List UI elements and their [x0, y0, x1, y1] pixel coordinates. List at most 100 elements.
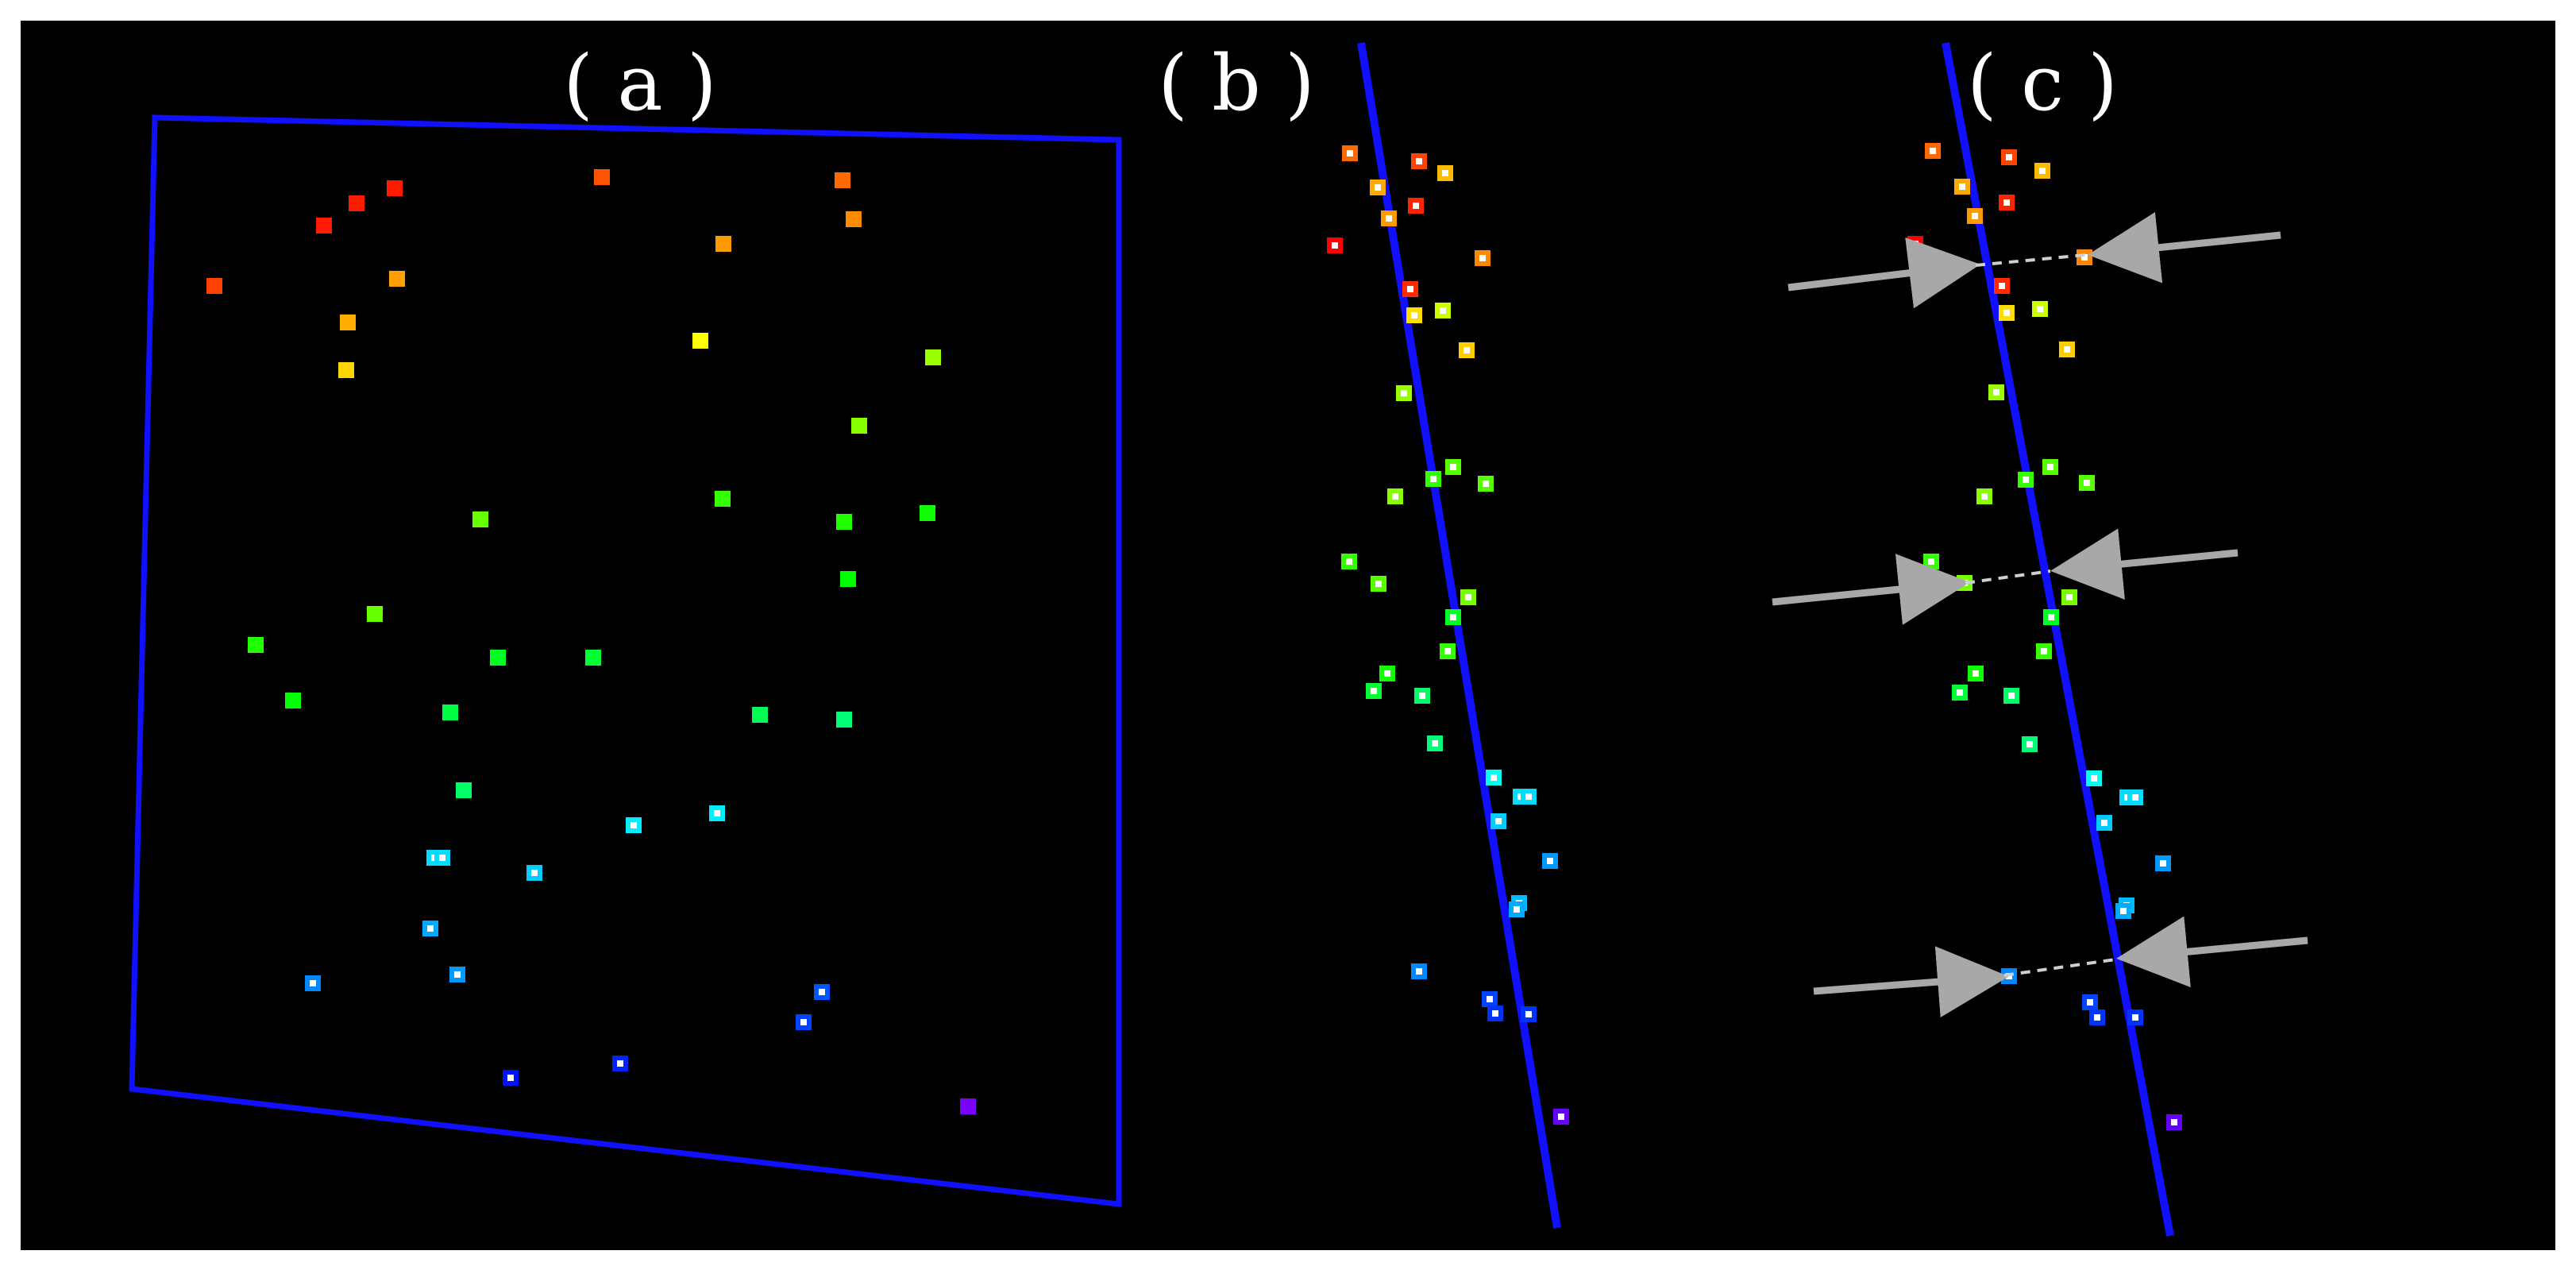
- square-marker-icon: [836, 712, 852, 728]
- square-marker-icon: [2132, 794, 2138, 801]
- dark-background: [21, 21, 2555, 1250]
- panel-label-c: ( c ): [1967, 39, 2118, 128]
- square-marker-icon: [752, 707, 768, 723]
- square-marker-icon: [338, 362, 354, 378]
- square-marker-icon: [960, 1098, 976, 1114]
- square-marker-icon: [1347, 150, 1353, 156]
- square-marker-icon: [1375, 581, 1382, 587]
- square-marker-icon: [2081, 254, 2088, 261]
- square-marker-icon: [1514, 906, 1520, 913]
- square-marker-icon: [2084, 480, 2090, 486]
- square-marker-icon: [2041, 648, 2047, 654]
- square-marker-icon: [1999, 283, 2005, 289]
- square-marker-icon: [1928, 558, 1934, 565]
- square-marker-icon: [2039, 168, 2046, 174]
- square-marker-icon: [2006, 154, 2012, 160]
- square-marker-icon: [2120, 908, 2127, 914]
- square-marker-icon: [617, 1060, 623, 1067]
- square-marker-icon: [340, 315, 356, 330]
- square-marker-icon: [1525, 793, 1532, 800]
- square-marker-icon: [1912, 241, 1919, 247]
- dashed-link: [1965, 569, 2051, 585]
- dashed-link: [2003, 958, 2116, 977]
- square-marker-icon: [490, 650, 506, 666]
- panel-label-b: ( b ): [1158, 39, 1314, 128]
- residual-arrows: [1772, 211, 2308, 1018]
- panel-b-points: [1327, 145, 1569, 1125]
- arrow-icon: [1787, 237, 1980, 309]
- square-marker-icon: [454, 971, 461, 978]
- square-marker-icon: [1930, 148, 1936, 154]
- panel-a-points: [206, 169, 976, 1114]
- square-marker-icon: [1346, 558, 1352, 565]
- square-marker-icon: [925, 349, 941, 365]
- square-marker-icon: [1413, 203, 1419, 209]
- square-marker-icon: [2026, 741, 2033, 747]
- square-marker-icon: [387, 180, 403, 196]
- square-marker-icon: [439, 855, 445, 861]
- square-marker-icon: [2064, 346, 2070, 353]
- square-marker-icon: [851, 418, 867, 434]
- square-marker-icon: [1432, 740, 1438, 747]
- square-marker-icon: [1392, 493, 1398, 500]
- square-marker-icon: [840, 571, 856, 587]
- square-marker-icon: [1416, 158, 1422, 164]
- square-marker-icon: [206, 278, 222, 294]
- square-marker-icon: [836, 514, 852, 530]
- square-marker-icon: [427, 925, 434, 932]
- square-marker-icon: [1972, 213, 1978, 219]
- square-marker-icon: [2008, 693, 2015, 699]
- square-marker-icon: [456, 782, 472, 798]
- square-marker-icon: [1419, 693, 1425, 699]
- arrow-icon: [1813, 946, 2009, 1018]
- plane-boundary: [129, 114, 1122, 1207]
- square-marker-icon: [1386, 215, 1392, 222]
- square-marker-icon: [1492, 1010, 1498, 1017]
- square-marker-icon: [1547, 858, 1553, 864]
- square-marker-icon: [585, 650, 601, 666]
- arrow-icon: [1772, 554, 1970, 625]
- square-marker-icon: [1993, 389, 1999, 396]
- square-marker-icon: [819, 989, 825, 995]
- square-marker-icon: [1375, 184, 1381, 191]
- square-marker-icon: [715, 491, 731, 507]
- square-marker-icon: [389, 271, 405, 287]
- arrow-icon: [2050, 528, 2239, 600]
- square-marker-icon: [714, 810, 720, 816]
- square-marker-icon: [2047, 464, 2053, 470]
- square-marker-icon: [367, 606, 383, 622]
- plane-edge-line-c: [1942, 42, 2174, 1237]
- square-marker-icon: [2003, 199, 2010, 206]
- square-marker-icon: [1450, 464, 1456, 470]
- square-marker-icon: [1440, 307, 1446, 314]
- square-marker-icon: [1490, 774, 1497, 781]
- square-marker-icon: [1463, 347, 1470, 353]
- square-marker-icon: [1465, 594, 1471, 600]
- square-marker-icon: [1558, 1114, 1564, 1120]
- square-marker-icon: [531, 870, 538, 876]
- square-marker-icon: [2132, 1014, 2138, 1021]
- square-marker-icon: [835, 172, 850, 188]
- square-marker-icon: [1483, 481, 1489, 487]
- square-marker-icon: [2171, 1119, 2177, 1125]
- square-marker-icon: [1332, 242, 1338, 249]
- plane-edge-line-b: [1357, 42, 1561, 1229]
- square-marker-icon: [1430, 476, 1436, 482]
- square-marker-icon: [2087, 999, 2093, 1006]
- square-marker-icon: [1487, 996, 1493, 1002]
- square-marker-icon: [1384, 670, 1390, 677]
- arrow-icon: [2116, 916, 2308, 988]
- square-marker-icon: [2066, 594, 2073, 600]
- square-marker-icon: [285, 693, 301, 708]
- square-marker-icon: [1981, 493, 1988, 500]
- square-marker-icon: [1442, 170, 1448, 176]
- square-marker-icon: [1959, 183, 1965, 190]
- square-marker-icon: [594, 169, 610, 185]
- square-marker-icon: [692, 333, 708, 349]
- square-marker-icon: [507, 1075, 514, 1081]
- square-marker-icon: [631, 822, 637, 828]
- square-marker-icon: [2048, 614, 2054, 620]
- square-marker-icon: [442, 704, 458, 720]
- square-marker-icon: [2160, 860, 2166, 867]
- square-marker-icon: [2037, 306, 2043, 312]
